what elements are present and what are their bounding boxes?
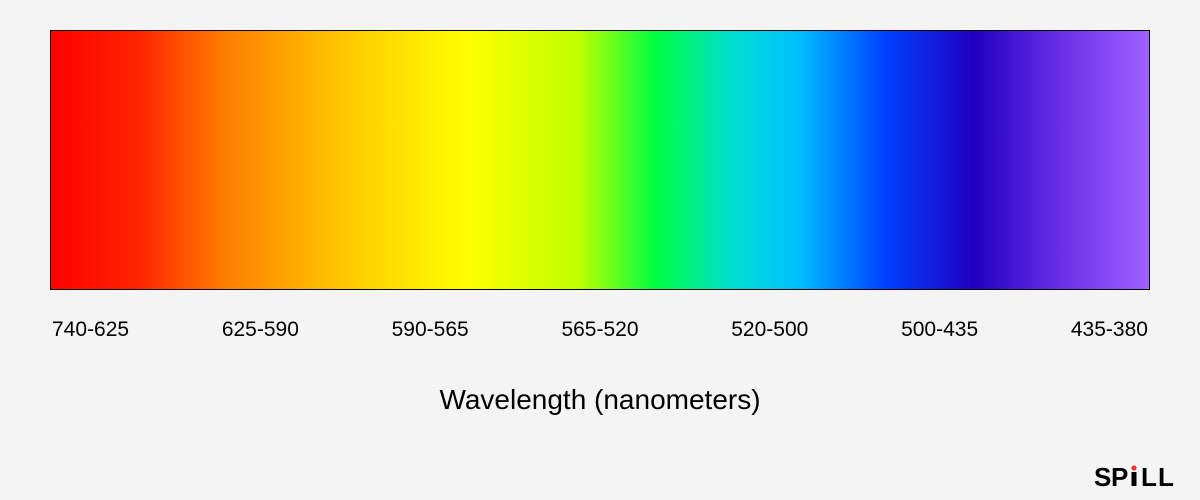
range-label: 590-565 bbox=[392, 318, 469, 342]
range-label: 520-500 bbox=[731, 318, 808, 342]
spectrum-diagram: 740-625 625-590 590-565 565-520 520-500 … bbox=[50, 30, 1150, 416]
range-label: 435-380 bbox=[1071, 318, 1148, 342]
watermark-logo: S P L L bbox=[1094, 462, 1184, 492]
svg-text:P: P bbox=[1111, 462, 1128, 492]
wavelength-range-labels: 740-625 625-590 590-565 565-520 520-500 … bbox=[50, 318, 1150, 342]
range-label: 740-625 bbox=[52, 318, 129, 342]
svg-text:L: L bbox=[1158, 462, 1174, 492]
range-label: 625-590 bbox=[222, 318, 299, 342]
spectrum-gradient-bar bbox=[50, 30, 1150, 290]
range-label: 565-520 bbox=[561, 318, 638, 342]
axis-title: Wavelength (nanometers) bbox=[50, 384, 1150, 416]
range-label: 500-435 bbox=[901, 318, 978, 342]
svg-text:S: S bbox=[1094, 462, 1111, 492]
svg-text:L: L bbox=[1141, 462, 1157, 492]
